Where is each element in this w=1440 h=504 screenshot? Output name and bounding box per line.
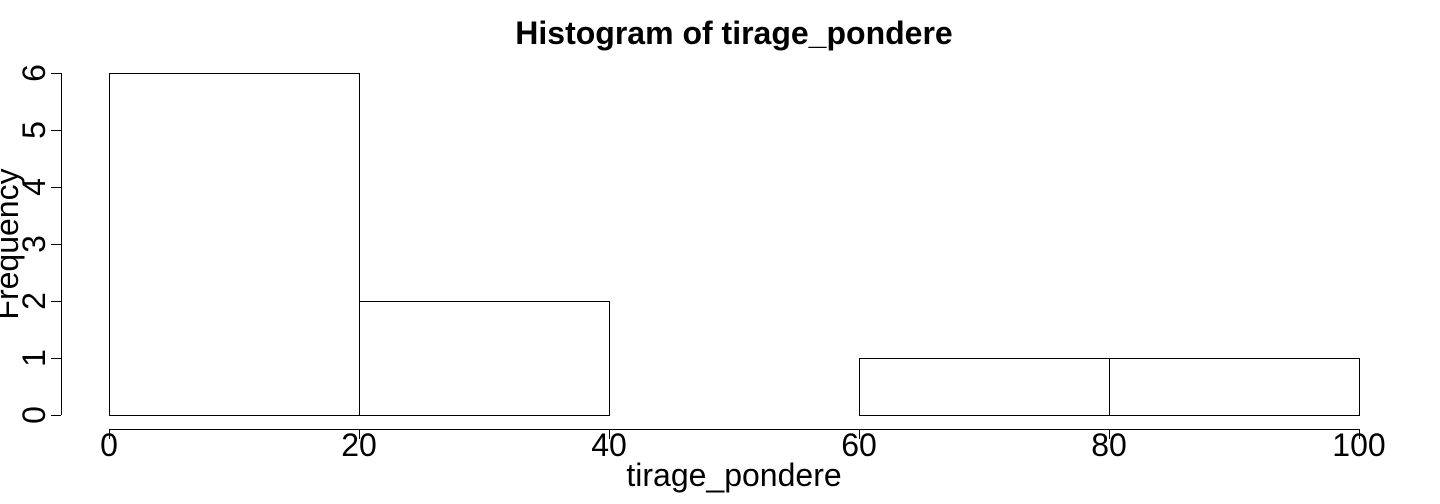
x-tick-label: 0 [100, 427, 118, 463]
chart-title: Histogram of tirage_pondere [515, 15, 952, 51]
x-tick-label: 80 [1091, 427, 1127, 463]
x-axis-title: tirage_pondere [626, 457, 841, 493]
y-tick-label: 3 [16, 235, 52, 253]
histogram-bar [859, 358, 1110, 416]
x-tick-label: 100 [1332, 427, 1385, 463]
x-tick-label: 40 [591, 427, 627, 463]
y-axis: 0 1 2 3 4 5 6 [16, 64, 62, 424]
y-tick-label: 5 [16, 121, 52, 139]
y-tick-label: 4 [16, 178, 52, 196]
y-axis-title: Frequency [0, 168, 25, 319]
bars-group [109, 73, 1360, 416]
x-tick-label: 20 [341, 427, 377, 463]
y-tick-label: 6 [16, 64, 52, 82]
histogram-bar [359, 301, 610, 416]
y-tick-label: 0 [16, 406, 52, 424]
histogram-bar [1109, 358, 1360, 416]
y-tick-label: 1 [16, 349, 52, 367]
x-axis: 0 20 40 60 80 100 [100, 427, 1386, 463]
x-tick-label: 60 [841, 427, 877, 463]
histogram-bar [109, 73, 360, 416]
y-tick-label: 2 [16, 292, 52, 310]
